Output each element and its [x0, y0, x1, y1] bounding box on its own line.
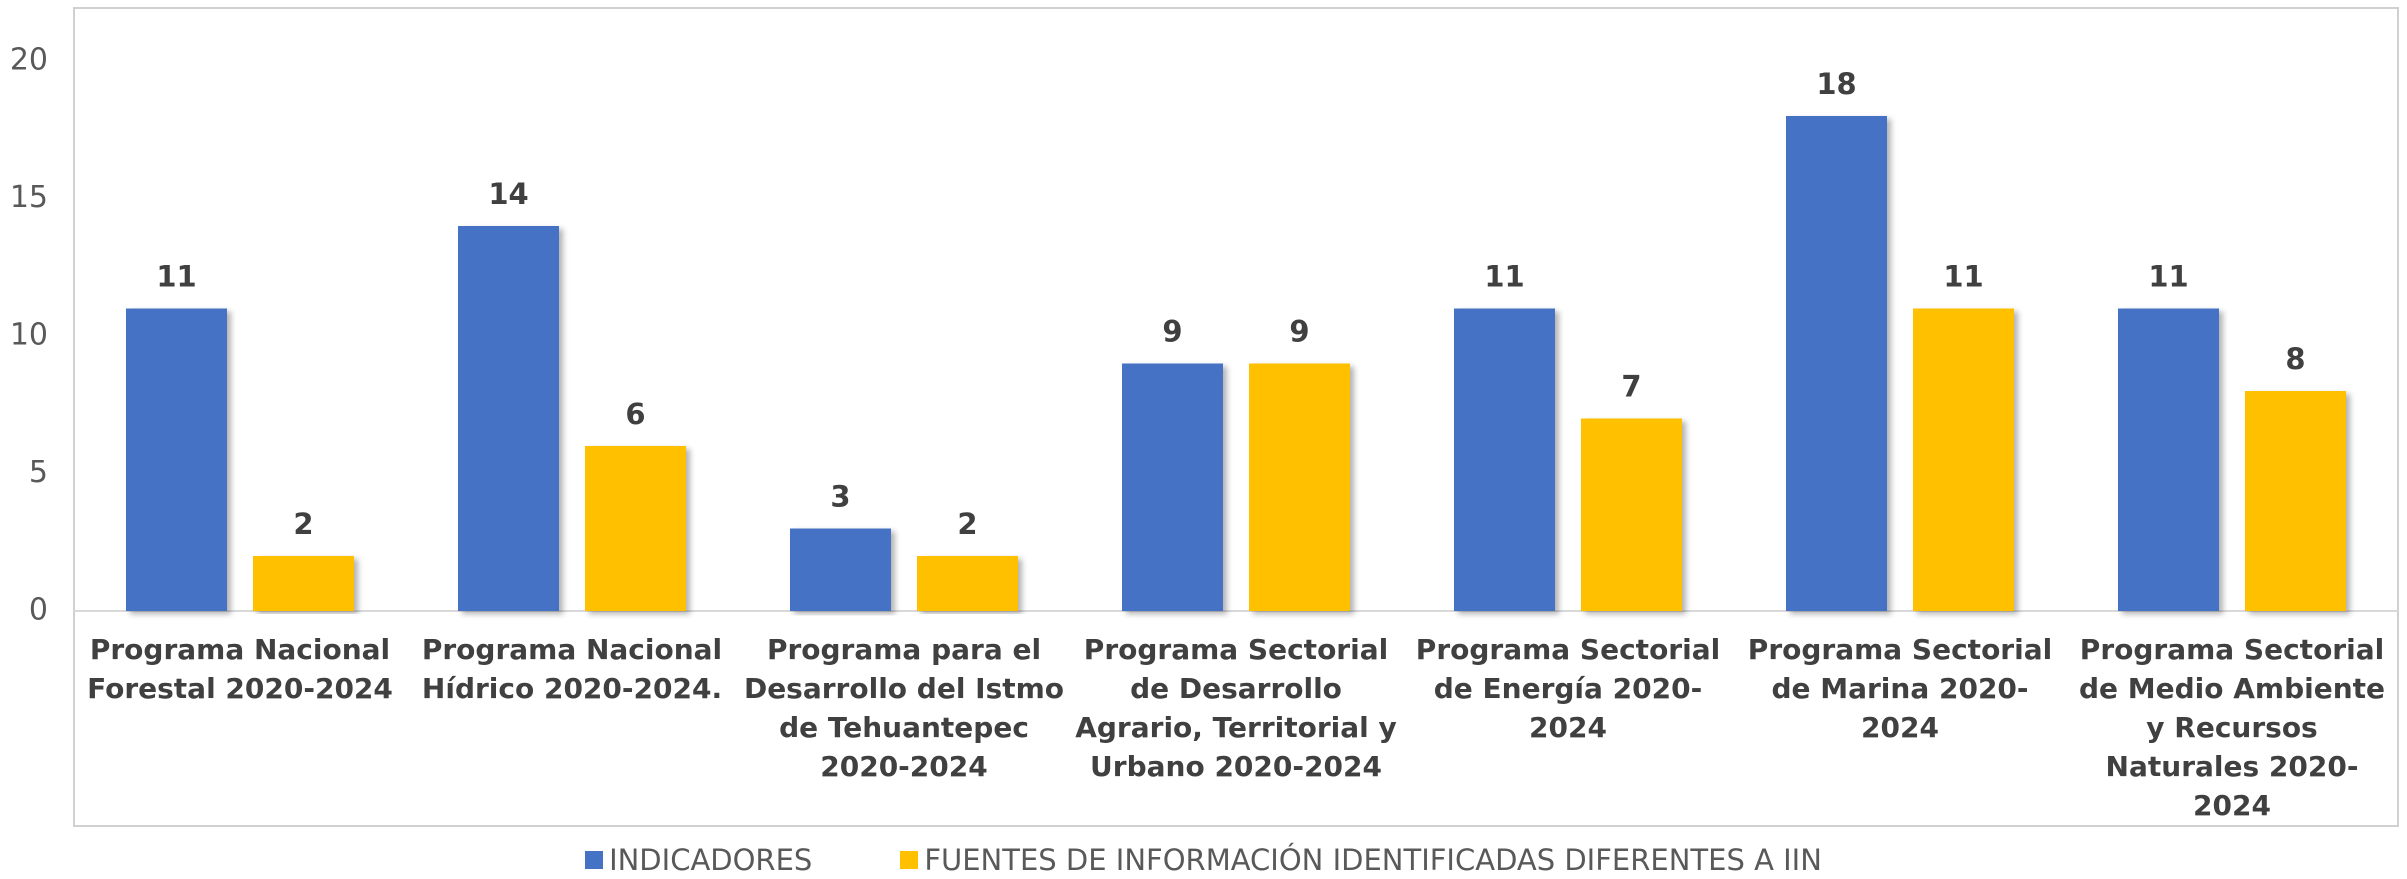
data-label: 18: [1816, 67, 1856, 101]
data-label: 9: [1289, 315, 1309, 349]
y-tick-label: 15: [10, 180, 48, 215]
bar: [1249, 363, 1350, 611]
y-tick-label: 0: [29, 593, 48, 628]
x-tick-label: Programa Sectorial de Energía 2020-2024: [1415, 633, 1721, 744]
data-label: 7: [1621, 370, 1641, 404]
y-tick-label: 5: [29, 455, 48, 490]
data-label: 11: [156, 260, 196, 294]
bar: [2245, 391, 2346, 611]
bar: [126, 308, 227, 611]
data-label: 3: [830, 480, 850, 514]
legend-swatch: [585, 851, 604, 869]
bar: [1913, 308, 2014, 611]
bar: [1454, 308, 1555, 611]
legend-swatch: [900, 851, 919, 869]
data-label: 2: [293, 507, 313, 541]
x-tick-label: Programa Sectorial de Medio Ambiente y R…: [2078, 633, 2386, 822]
bar: [253, 556, 354, 611]
data-label: 14: [488, 177, 528, 211]
bar: [917, 556, 1018, 611]
legend-label: INDICADORES: [609, 843, 813, 877]
data-label: 11: [1484, 260, 1524, 294]
chart-border: [73, 7, 2399, 827]
bar: [1122, 363, 1223, 611]
bar: [458, 226, 559, 611]
bar: [1581, 418, 1682, 611]
bar: [1786, 116, 1887, 611]
data-label: 8: [2285, 342, 2305, 376]
legend-item: FUENTES DE INFORMACIÓN IDENTIFICADAS DIF…: [900, 843, 1822, 877]
x-tick-label: Programa para el Desarrollo del Istmo de…: [743, 633, 1065, 783]
y-tick-label: 10: [10, 318, 48, 353]
data-label: 6: [625, 397, 645, 431]
y-tick-label: 20: [10, 43, 48, 78]
x-tick-label: Programa Nacional Hídrico 2020-2024.: [421, 633, 723, 705]
bar: [790, 528, 891, 611]
data-label: 9: [1162, 315, 1182, 349]
data-label: 11: [2148, 260, 2188, 294]
x-tick-label: Programa Sectorial de Desarrollo Agrario…: [1075, 633, 1397, 783]
legend: INDICADORES FUENTES DE INFORMACIÓN IDENTI…: [0, 843, 2407, 877]
data-label: 2: [957, 507, 977, 541]
legend-label: FUENTES DE INFORMACIÓN IDENTIFICADAS DIF…: [924, 843, 1822, 877]
x-tick-label: Programa Nacional Forestal 2020-2024: [87, 633, 393, 705]
legend-item: INDICADORES: [585, 843, 812, 877]
data-label: 11: [1943, 260, 1983, 294]
bar: [585, 446, 686, 611]
x-tick-label: Programa Sectorial de Marina 2020-2024: [1747, 633, 2053, 744]
bar: [2118, 308, 2219, 611]
